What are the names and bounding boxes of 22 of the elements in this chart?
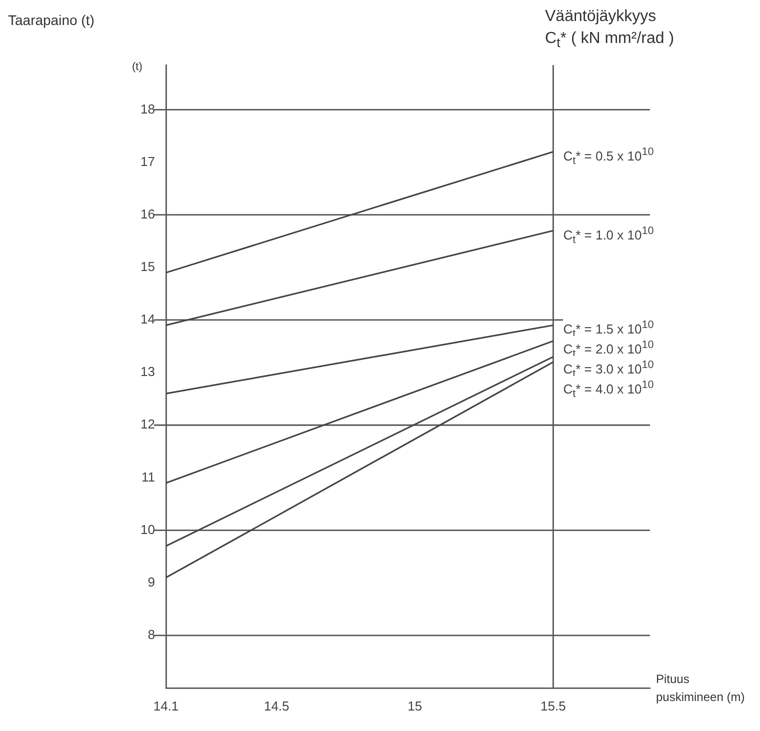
- series-label: C$_{t}$* = 4.0 x 10$^{10}$: [563, 376, 654, 404]
- y-tick-label: 16: [140, 206, 155, 222]
- x-tick-label: 15: [408, 698, 422, 714]
- y-tick-label: 14: [140, 312, 155, 327]
- y-tick-label: 11: [142, 469, 155, 484]
- y-tick-label: 10: [140, 522, 155, 537]
- y-tick-label: 12: [140, 416, 155, 432]
- series-label: C$_{t}$* = 1.0 x 10$^{10}$: [563, 222, 654, 249]
- text: (t): [132, 61, 142, 73]
- y-tick-label: 15: [140, 258, 155, 274]
- x-axis-title: Pituus puskimineen (m): [656, 671, 746, 706]
- x-tick-label: 14.1: [153, 698, 179, 714]
- y-tick-label: 17: [140, 154, 155, 169]
- x-tick-label: 14.5: [264, 698, 290, 714]
- y-tick-label: 18: [140, 101, 155, 116]
- y-axis-title: Taarapaino (t): [8, 12, 94, 28]
- y-tick-label: 8: [148, 627, 155, 642]
- series-label: C$_{t}$* = 0.5 x 10$^{10}$: [563, 142, 654, 170]
- x-tick-label: 15.5: [540, 698, 566, 714]
- y-tick-label: 9: [148, 574, 155, 590]
- text: Vääntöjäykkyys C$_{t}$* ( kN mm²/rad ): [545, 7, 674, 52]
- y-tick-label: 13: [140, 364, 155, 380]
